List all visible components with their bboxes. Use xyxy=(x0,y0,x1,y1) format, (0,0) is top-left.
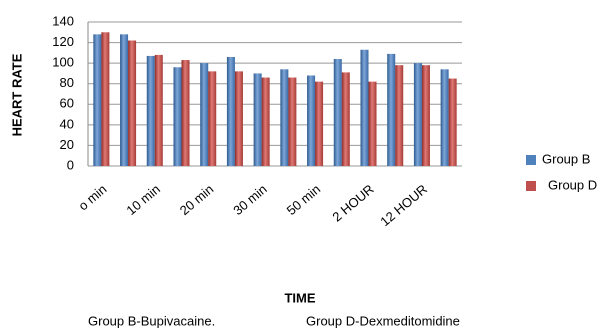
bar xyxy=(440,69,449,166)
footnote: Group B-Bupivacaine. xyxy=(88,313,215,328)
x-tick-label: 10 min xyxy=(123,181,163,218)
bar xyxy=(421,65,430,166)
y-tick-label: 60 xyxy=(60,96,74,111)
x-axis-label: TIME xyxy=(284,290,315,305)
bar xyxy=(208,71,217,166)
bar xyxy=(128,40,137,167)
y-axis-label: HEART RATE xyxy=(9,53,24,136)
bar xyxy=(226,56,235,166)
x-tick-label: 30 min xyxy=(230,181,270,218)
bar xyxy=(333,59,342,166)
y-tick-label: 0 xyxy=(67,157,74,172)
y-tick-label: 80 xyxy=(60,75,74,90)
bar xyxy=(101,32,110,167)
bar xyxy=(181,60,190,166)
x-tick-label: 2 HOUR xyxy=(329,181,376,224)
bar xyxy=(360,49,369,167)
bar xyxy=(315,81,324,166)
x-tick-label: 50 min xyxy=(284,181,324,218)
bar xyxy=(93,34,102,166)
bar xyxy=(280,69,289,166)
bar xyxy=(173,67,182,166)
y-tick-label: 120 xyxy=(52,34,74,49)
bar xyxy=(288,77,297,166)
x-tick-label: 12 HOUR xyxy=(377,181,430,229)
bar xyxy=(200,63,209,167)
y-tick-label: 20 xyxy=(60,137,74,152)
bar xyxy=(120,34,129,166)
bar xyxy=(387,53,396,167)
legend-swatch xyxy=(526,181,536,191)
footnote: Group D-Dexmeditomidine xyxy=(306,313,460,328)
bar xyxy=(234,71,243,166)
bar xyxy=(413,63,422,167)
bar xyxy=(448,78,457,166)
bar xyxy=(253,73,262,166)
bar xyxy=(261,77,270,166)
y-tick-label: 40 xyxy=(60,116,74,131)
legend-label: Group B xyxy=(542,151,590,166)
bar xyxy=(154,54,163,166)
legend-swatch xyxy=(526,155,536,165)
bar xyxy=(395,65,404,166)
bar xyxy=(307,75,316,166)
y-tick-label: 100 xyxy=(52,55,74,70)
y-tick-label: 140 xyxy=(52,13,74,28)
x-tick-label: o min xyxy=(75,181,109,213)
bar xyxy=(146,55,155,166)
bar xyxy=(341,72,350,166)
legend-label: Group D xyxy=(548,177,597,192)
bar xyxy=(368,81,377,166)
x-tick-label: 20 min xyxy=(177,181,217,218)
